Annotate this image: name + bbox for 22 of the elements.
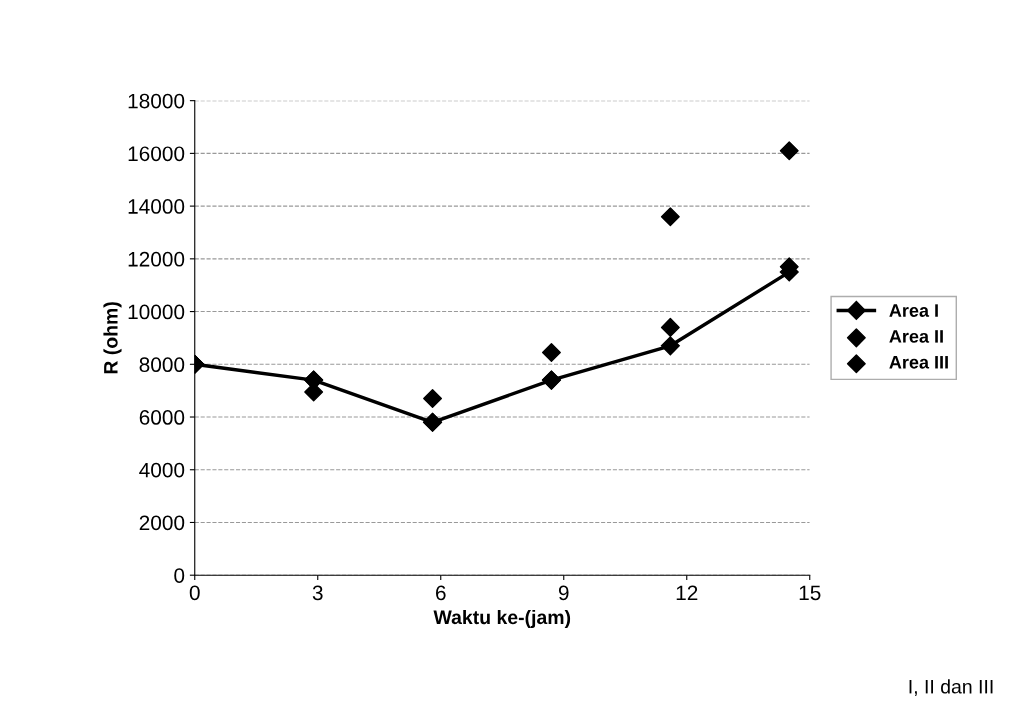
- y-tick-label: 14000: [128, 199, 185, 214]
- x-tick-label: 3: [312, 585, 323, 601]
- y-tick-label: 0: [174, 568, 185, 583]
- y-tick-label: 10000: [128, 304, 185, 320]
- y-tick-label: 6000: [139, 410, 185, 425]
- text: I, II dan III: [909, 679, 993, 696]
- x-tick-label: 15: [799, 585, 821, 601]
- y-axis-title: R (ohm): [103, 302, 122, 374]
- x-tick-label: 0: [189, 585, 200, 601]
- y-tick-label: 2000: [139, 515, 185, 531]
- legend-label: Area III: [889, 356, 948, 369]
- x-tick-label: 9: [558, 585, 569, 601]
- y-tick-label: 16000: [128, 146, 185, 162]
- x-axis-title: Waktu ke-(jam): [433, 609, 571, 629]
- legend-label: Area I: [889, 304, 938, 317]
- y-tick-label: 4000: [139, 462, 185, 478]
- legend-label: Area II: [889, 330, 943, 343]
- x-tick-label: 6: [436, 585, 446, 601]
- y-tick-label: 12000: [128, 251, 185, 267]
- x-tick-label: 12: [676, 585, 698, 601]
- y-tick-label: 18000: [128, 93, 185, 109]
- y-tick-label: 8000: [139, 357, 185, 373]
